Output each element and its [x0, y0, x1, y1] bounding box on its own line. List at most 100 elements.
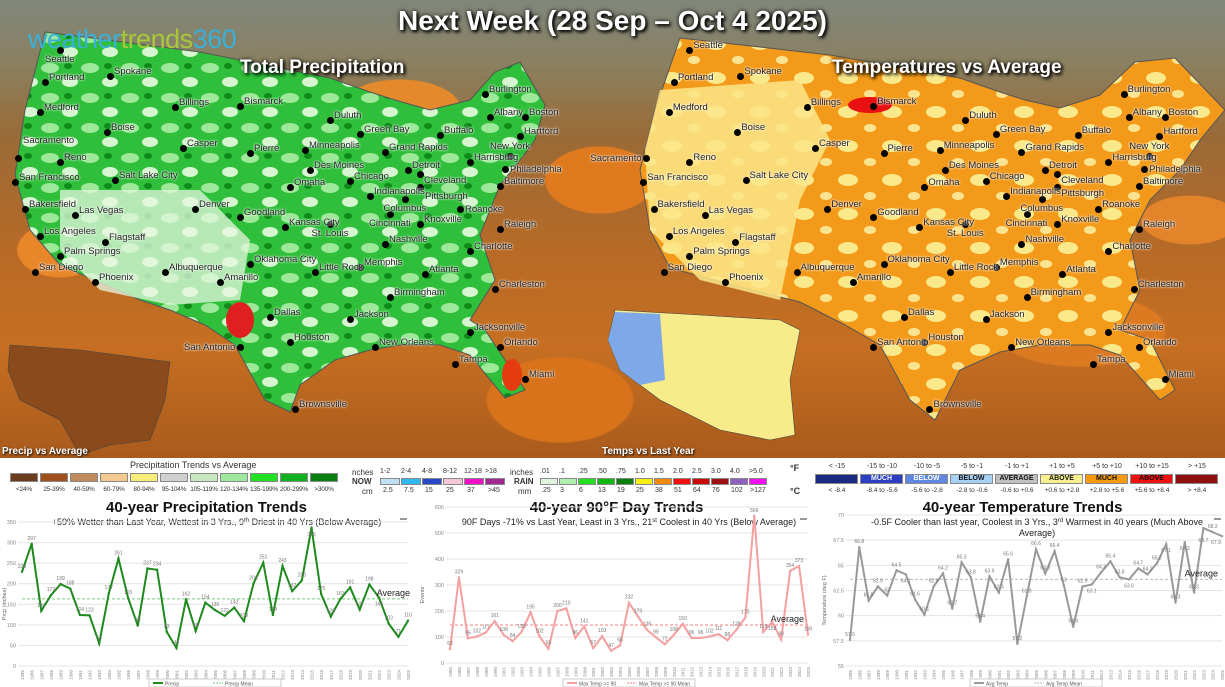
city-dot [357, 131, 364, 138]
y-tick-label: 300 [7, 541, 16, 547]
snow-legend-cm: 2.5 [383, 487, 393, 494]
data-point [1183, 540, 1186, 544]
rain-legend-swatch [578, 478, 596, 485]
city-label: Goodland [244, 207, 286, 218]
data-label: 63 [1061, 577, 1067, 583]
data-point [136, 624, 139, 627]
data-point [319, 592, 323, 596]
x-tick-label: 1987 [867, 670, 872, 681]
snow-legend-swatch [380, 478, 400, 485]
city-dot [37, 109, 44, 116]
city-dot [387, 211, 394, 218]
city-dot [22, 206, 29, 213]
city-dot [57, 159, 64, 166]
city-dot [507, 153, 514, 160]
city-label: Albany [1132, 107, 1162, 118]
data-point [681, 622, 684, 626]
minimize-icon[interactable] [1214, 518, 1221, 520]
data-label: 64.1 [1143, 566, 1153, 572]
city-label: Bakersfield [657, 199, 705, 210]
data-label: 62 [884, 588, 890, 594]
minimize-icon[interactable] [800, 518, 807, 520]
city-dot [467, 329, 474, 336]
temp-legend-f-range: -1 to +1 [1005, 463, 1029, 470]
data-label: 63.8 [1115, 569, 1125, 575]
data-point [600, 635, 604, 638]
chart-title: 40-year Temperature Trends [922, 499, 1123, 516]
city-dot [793, 269, 801, 276]
data-point [175, 646, 178, 650]
x-tick-label: 2022 [1192, 670, 1197, 681]
data-label: 64.1 [901, 578, 911, 584]
legend-label: 95-104% [161, 486, 187, 493]
y-tick-label: 62.5 [833, 589, 844, 595]
x-tick-label: 2019 [752, 667, 757, 678]
snow-legend-swatch [464, 478, 484, 485]
data-label: 329 [455, 569, 464, 575]
data-point [645, 628, 649, 631]
city-dot [104, 129, 111, 136]
city-label: Bismarck [244, 96, 284, 107]
snow-legend-inches: >18 [485, 468, 497, 475]
city-dot [57, 47, 64, 54]
city-label: Reno [693, 152, 717, 163]
precip-map-heavy-texas [226, 302, 254, 338]
city-dot [452, 361, 459, 368]
data-label: 251 [259, 555, 268, 561]
x-tick-label: 1997 [136, 670, 141, 681]
city-label: Little Rock [319, 262, 364, 273]
x-tick-label: 2018 [1155, 670, 1160, 681]
data-point [895, 569, 898, 572]
data-label: 102 [473, 628, 482, 634]
data-label: 61.3 [1171, 595, 1181, 601]
data-point [654, 636, 658, 639]
city-dot [849, 279, 857, 286]
city-label: Casper [187, 138, 218, 149]
data-label: 210 [562, 600, 571, 606]
city-dot [292, 406, 299, 413]
city-dot [402, 196, 409, 203]
city-dot [1041, 167, 1049, 174]
y-tick-label: 350 [7, 520, 16, 526]
data-label: 373 [795, 558, 804, 564]
city-label: Birmingham [394, 287, 445, 298]
legend-label: 25-39% [43, 486, 65, 493]
city-dot [734, 129, 742, 136]
city-label: Casper [819, 138, 850, 149]
data-label: 108 [670, 627, 679, 633]
x-tick-label: 2006 [1043, 670, 1048, 681]
data-label: 63.9 [985, 568, 995, 574]
snow-legend-inches: 8-12 [443, 468, 458, 475]
city-label: Miami [1168, 369, 1194, 380]
x-tick-label: 1990 [68, 670, 73, 681]
city-dot [1161, 376, 1169, 383]
minimize-icon[interactable] [400, 518, 407, 520]
data-label: 141 [580, 618, 589, 624]
data-label: 229 [18, 564, 27, 570]
city-label: Knoxville [1061, 214, 1100, 225]
x-tick-label: 2025 [406, 670, 411, 681]
data-label: 67.9 [1211, 540, 1221, 546]
precip-map-west-light [60, 190, 250, 305]
data-point [913, 598, 917, 601]
data-point [184, 598, 188, 601]
snow-legend-swatch [443, 478, 463, 485]
rain-legend-inches: 1.0 [635, 468, 645, 475]
city-dot [926, 406, 934, 413]
x-tick-label: 2003 [609, 667, 614, 678]
data-label: 47 [608, 643, 614, 649]
x-tick-label: 2013 [290, 670, 295, 681]
data-label: 165 [124, 590, 133, 596]
subtitle-text: -0.5F Cooler than last year, Coolest in … [870, 517, 1058, 527]
city-label: Grand Rapids [1025, 142, 1085, 153]
city-dot [1130, 286, 1138, 293]
data-point [271, 613, 275, 617]
x-tick-label: 2023 [387, 670, 392, 681]
legend-mean-label: Max Temp >= 90 Mean [639, 682, 690, 687]
city-label: Billings [810, 97, 841, 108]
temp-legend-tag: MUCH [1096, 475, 1117, 482]
data-point [194, 629, 197, 633]
data-label: 90 [778, 632, 784, 638]
data-label: 68.3 [1208, 524, 1218, 530]
city-label: San Francisco [647, 172, 709, 183]
